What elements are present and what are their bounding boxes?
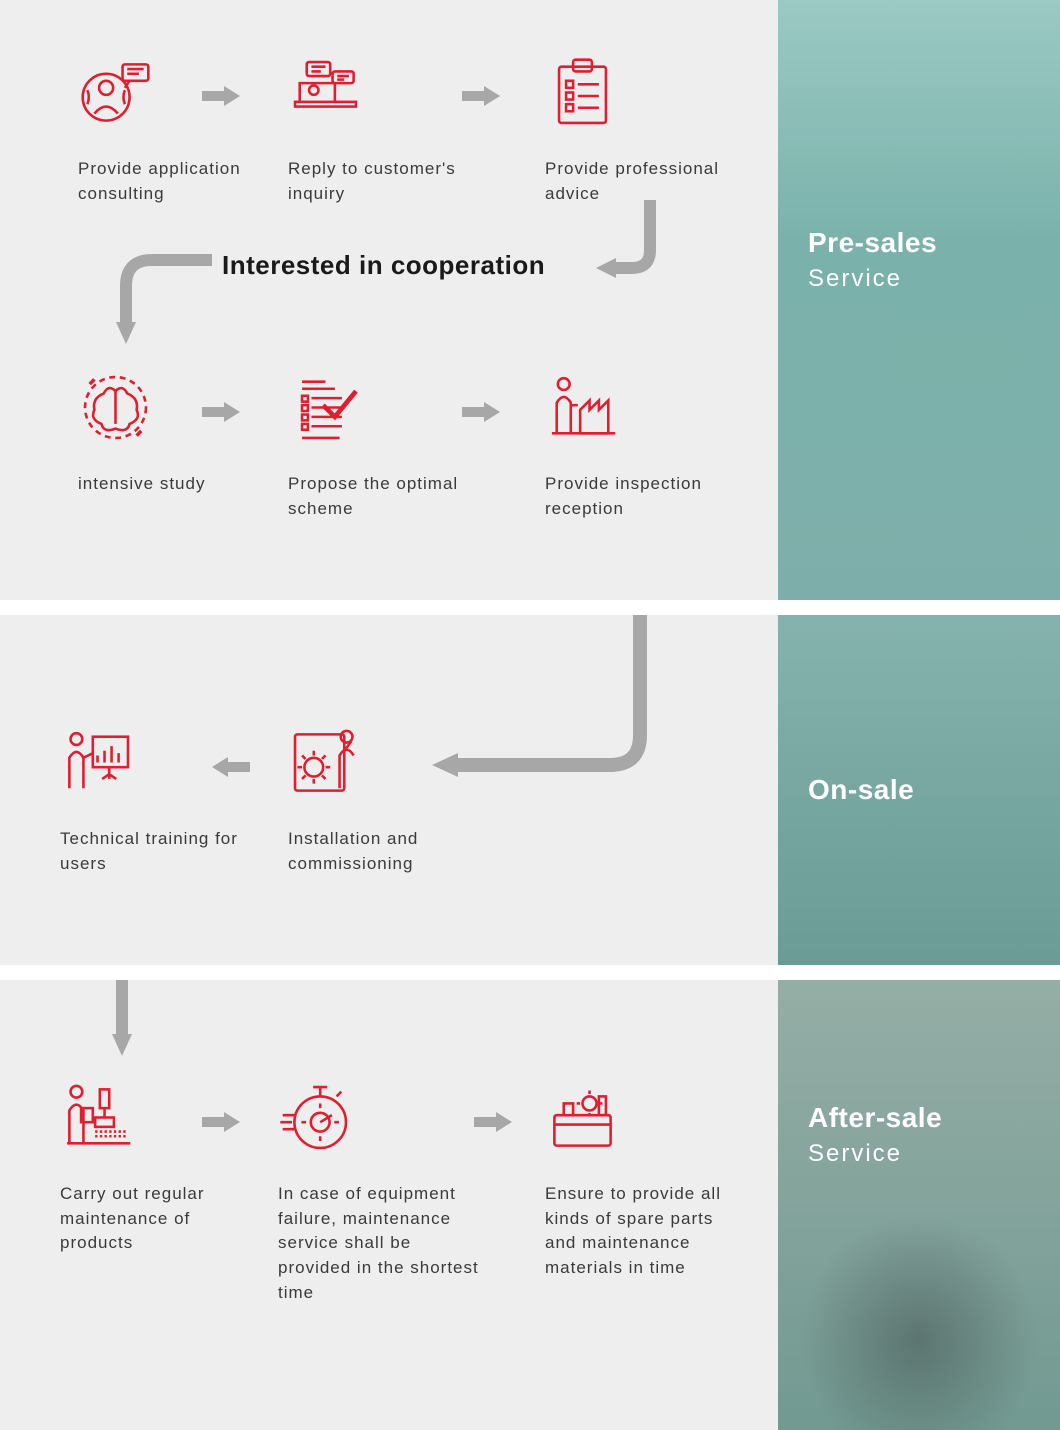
onsale-sidebar: On-sale: [778, 615, 1060, 965]
step-label: Propose the optimal scheme: [288, 472, 478, 521]
step-advice: Provide professional advice: [545, 55, 735, 206]
step-study: intensive study: [78, 370, 268, 497]
stopwatch-gear-icon: [278, 1080, 353, 1155]
sidebar-subtitle: Service: [808, 1140, 1060, 1168]
step-failure-service: In case of equipment failure, maintenanc…: [278, 1080, 488, 1305]
onsale-content: Installation and commissioning Technical…: [0, 615, 778, 965]
sidebar-title: On-sale: [808, 774, 1060, 806]
step-label: Provide inspection reception: [545, 472, 735, 521]
step-installation: Installation and commissioning: [288, 725, 478, 876]
arrow-right-icon: [200, 84, 242, 108]
sidebar-subtitle: Service: [808, 265, 1060, 293]
presales-sidebar: Pre-sales Service: [778, 0, 1060, 600]
clipboard-advice-icon: [545, 55, 620, 130]
step-label: Installation and commissioning: [288, 827, 478, 876]
sidebar-title: After-sale: [808, 1102, 1060, 1134]
arrow-bend-left-down-icon: [112, 240, 212, 350]
step-label: In case of equipment failure, maintenanc…: [278, 1182, 488, 1305]
step-label: Ensure to provide all kinds of spare par…: [545, 1182, 745, 1281]
installation-gear-icon: [288, 725, 363, 800]
step-label: intensive study: [78, 472, 268, 497]
arrow-right-icon: [460, 84, 502, 108]
step-label: Provide application consulting: [78, 157, 268, 206]
step-label: Provide professional advice: [545, 157, 735, 206]
arrow-bend-down-left-icon: [590, 200, 660, 280]
brain-study-icon: [78, 370, 153, 445]
step-label: Technical training for users: [60, 827, 250, 876]
aftersale-content: Carry out regular maintenance of product…: [0, 980, 778, 1430]
arrow-right-icon: [200, 400, 242, 424]
presales-content: Provide application consulting Reply to …: [0, 0, 778, 600]
checklist-scheme-icon: [288, 370, 363, 445]
step-maintenance: Carry out regular maintenance of product…: [60, 1080, 250, 1256]
arrow-right-icon: [200, 1110, 242, 1134]
step-label: Reply to customer's inquiry: [288, 157, 478, 206]
cooperation-headline: Interested in cooperation: [222, 250, 545, 281]
step-scheme: Propose the optimal scheme: [288, 370, 478, 521]
step-inspection: Provide inspection reception: [545, 370, 735, 521]
step-reply: Reply to customer's inquiry: [288, 55, 478, 206]
step-consulting: Provide application consulting: [78, 55, 268, 206]
onsale-section: Installation and commissioning Technical…: [0, 615, 1060, 965]
spareparts-box-icon: [545, 1080, 620, 1155]
arrow-down-icon: [110, 980, 134, 1060]
arrow-right-icon: [460, 400, 502, 424]
maintenance-machine-icon: [60, 1080, 135, 1155]
reply-chat-icon: [288, 55, 363, 130]
step-training: Technical training for users: [60, 725, 250, 876]
training-presentation-icon: [60, 725, 135, 800]
step-spareparts: Ensure to provide all kinds of spare par…: [545, 1080, 745, 1281]
arrow-right-icon: [472, 1110, 514, 1134]
sidebar-title: Pre-sales: [808, 227, 1060, 259]
presales-section: Provide application consulting Reply to …: [0, 0, 1060, 600]
step-label: Carry out regular maintenance of product…: [60, 1182, 250, 1256]
aftersale-sidebar: After-sale Service: [778, 980, 1060, 1430]
factory-inspection-icon: [545, 370, 620, 445]
consulting-phone-icon: [78, 55, 153, 130]
aftersale-section: Carry out regular maintenance of product…: [0, 980, 1060, 1430]
